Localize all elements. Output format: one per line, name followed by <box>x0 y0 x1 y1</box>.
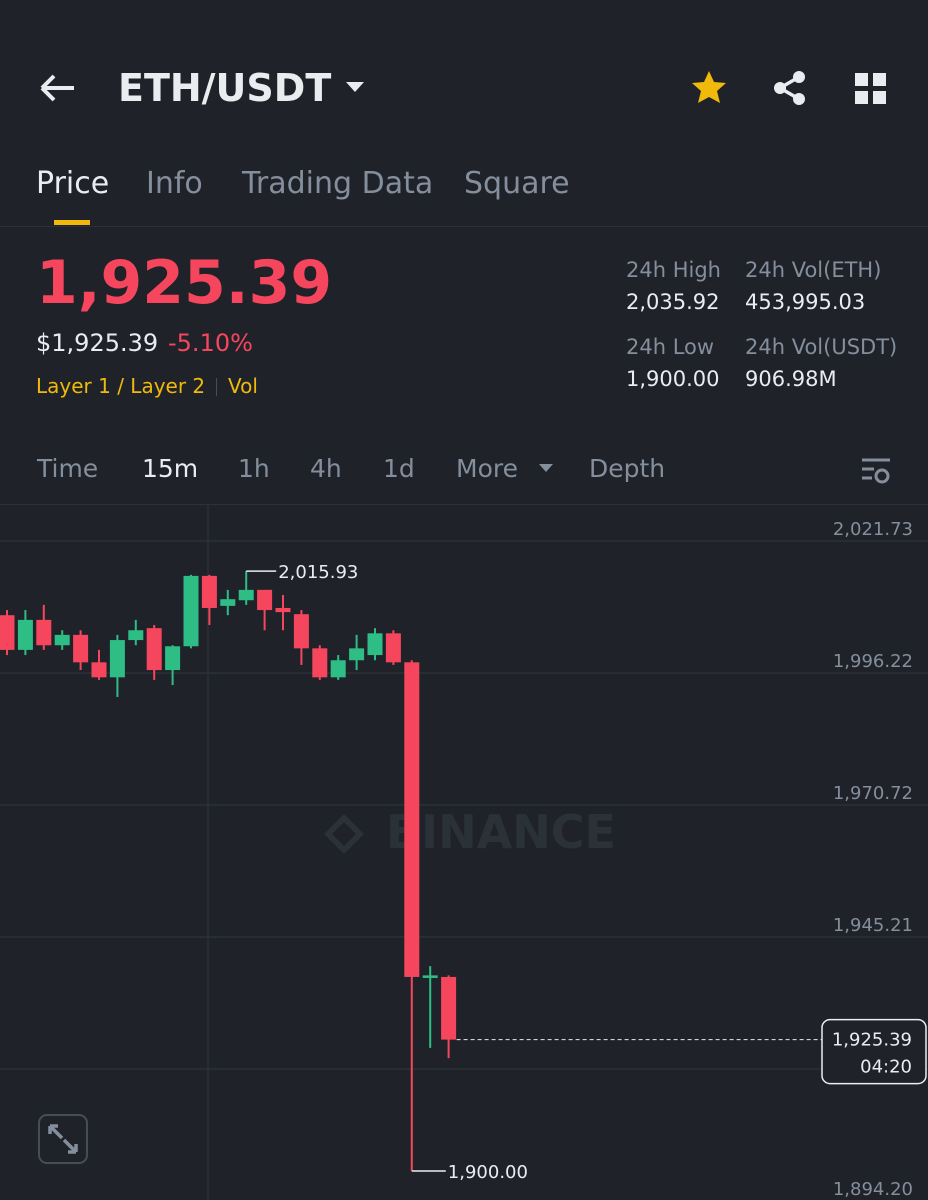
candle-body <box>128 630 144 641</box>
back-icon[interactable] <box>38 70 78 106</box>
tab[interactable]: Trading Data <box>242 166 434 201</box>
settings-icon[interactable] <box>860 456 892 486</box>
tab-indicator <box>54 220 90 225</box>
candle-body <box>330 660 346 678</box>
candle-body <box>385 633 401 663</box>
candle-body <box>220 599 236 606</box>
low-label: 1,900.00 <box>448 1162 528 1183</box>
star-icon[interactable] <box>690 69 728 107</box>
grid-icon[interactable] <box>855 73 887 105</box>
more-caret[interactable] <box>538 463 554 473</box>
interval[interactable]: 1d <box>383 454 415 483</box>
interval[interactable]: 15m <box>142 454 199 483</box>
candle-body <box>422 975 438 978</box>
candle-body <box>367 633 383 656</box>
pair-title[interactable]: ETH/USDT <box>118 66 332 110</box>
y-tick-label: 2,021.73 <box>833 519 913 540</box>
candle-body <box>146 628 162 671</box>
stat-value: 1,900.00 <box>626 367 720 391</box>
candle-body <box>257 589 273 611</box>
candle-body <box>293 614 309 649</box>
stat-label: 24h Low <box>626 335 715 359</box>
y-tick-label: 1,945.21 <box>833 915 913 936</box>
expand-button[interactable] <box>38 1114 88 1164</box>
stat-value: 2,035.92 <box>626 290 720 314</box>
candle-body <box>54 634 70 646</box>
stat-label: 24h Vol(USDT) <box>745 335 898 359</box>
divider <box>0 226 928 227</box>
high-label: 2,015.93 <box>278 562 358 583</box>
tag[interactable]: Layer 1 / Layer 2 <box>36 374 206 398</box>
watermark-logo <box>324 814 364 854</box>
interval[interactable]: Depth <box>589 454 666 483</box>
tab[interactable]: Square <box>464 166 570 201</box>
y-tick-label: 1,894.20 <box>833 1179 913 1200</box>
stat-value: 453,995.03 <box>745 290 866 314</box>
share-icon[interactable] <box>772 70 808 106</box>
tab[interactable]: Info <box>146 166 203 201</box>
interval[interactable]: 4h <box>310 454 342 483</box>
stat-label: 24h High <box>626 258 721 282</box>
candle-body <box>201 575 217 608</box>
usd-price: $1,925.39 <box>36 329 159 357</box>
interval[interactable]: Time <box>37 454 99 483</box>
dropdown-icon[interactable] <box>344 80 366 94</box>
tag[interactable]: Vol <box>228 374 258 398</box>
candle-body <box>183 575 199 647</box>
watermark: BINANCE <box>386 805 616 859</box>
candle-body <box>73 634 89 663</box>
candle-chart: BINANCE 2,021.73 1,996.22 1,970.72 1,945.21 1… <box>0 504 928 1200</box>
tag-sep <box>216 378 217 396</box>
interval[interactable]: More <box>456 454 518 483</box>
stat-label: 24h Vol(ETH) <box>745 258 882 282</box>
y-tick-label: 1,970.72 <box>833 783 913 804</box>
candle-body <box>91 662 107 678</box>
change: -5.10% <box>168 329 253 357</box>
interval[interactable]: 1h <box>238 454 270 483</box>
candle-body <box>109 640 125 678</box>
y-tick-label: 1,996.22 <box>833 651 913 672</box>
stat-value: 906.98M <box>745 367 837 391</box>
candle-body <box>404 662 420 977</box>
candle-body <box>441 976 457 1040</box>
candle-body <box>349 648 365 661</box>
last-price-label: 1,925.39 <box>832 1030 912 1051</box>
candle-body <box>165 646 181 671</box>
tab[interactable]: Price <box>36 166 110 201</box>
last-price-tag <box>821 1018 927 1085</box>
candle-body <box>0 615 15 650</box>
candle-body <box>36 619 52 646</box>
candle-body <box>238 589 254 601</box>
candle-body <box>312 648 328 678</box>
last-price: 1,925.39 <box>36 248 333 318</box>
candle-body <box>275 607 291 613</box>
candle-body <box>17 619 33 650</box>
countdown: 04:20 <box>860 1057 912 1078</box>
